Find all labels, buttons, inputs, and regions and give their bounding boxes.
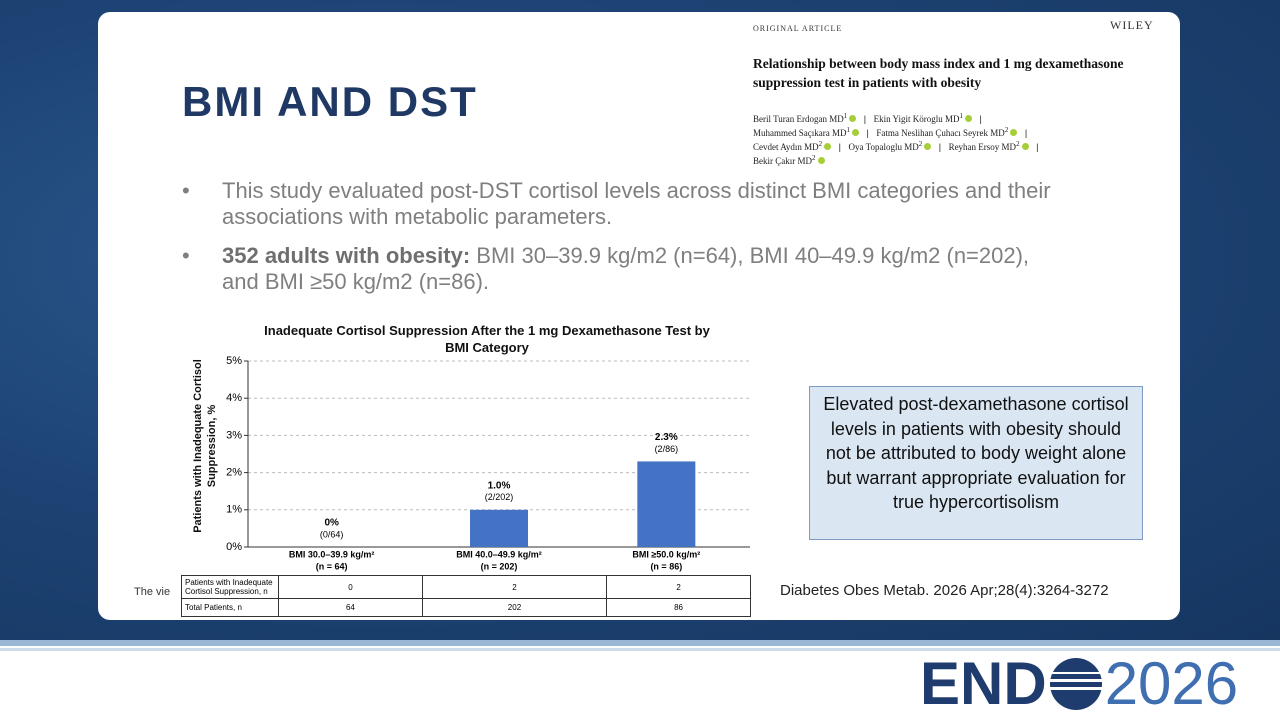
value-label: 1.0% (488, 480, 511, 491)
author: Reyhan Ersoy MD2 (948, 140, 1029, 152)
stripe (0, 648, 1280, 651)
paper-title: Relationship between body mass index and… (753, 56, 1124, 90)
author-name: Muhammed Saçıkara MD (753, 128, 847, 138)
paper-label: ORIGINAL ARTICLE (753, 24, 843, 33)
table-cell: Patients with Inadequate Cortisol Suppre… (181, 575, 279, 599)
y-tick-label: 3% (226, 429, 242, 441)
orcid-icon (1010, 129, 1018, 136)
separator: | (1028, 142, 1046, 152)
author: Bekir Çakır MD2 (753, 154, 825, 166)
table-cell: 2 (421, 575, 608, 599)
bullet-text: This study evaluated post-DST cortisol l… (222, 178, 1051, 229)
table-cell: 2 (606, 575, 751, 599)
citation: Diabetes Obes Metab. 2026 Apr;28(4):3264… (780, 582, 1109, 599)
author-name: Oya Topaloglu MD (848, 142, 919, 152)
author-affiliation: 1 (843, 112, 848, 120)
table-cell: 202 (421, 598, 608, 617)
bar (637, 461, 696, 547)
separator: | (931, 142, 949, 152)
y-tick-label: 4% (226, 392, 242, 404)
table-row: Total Patients, n 64 202 86 (181, 598, 751, 617)
bullet: • 352 adults with obesity: BMI 30–39.9 kg… (182, 243, 1030, 294)
separator: | (858, 128, 877, 138)
y-tick-label: 5% (226, 355, 242, 367)
author-affiliation: 1 (959, 112, 964, 120)
footnote: The vie (134, 586, 171, 598)
author-line: Bekir Çakır MD2 (753, 151, 825, 169)
bullet-text: BMI 30–39.9 kg/m2 (n=64), BMI 40–49.9 kg… (222, 243, 1030, 294)
value-note: (0/64) (320, 529, 344, 539)
author-affiliation: 2 (918, 140, 923, 148)
x-tick-note: (n = 86) (650, 561, 682, 571)
logo: END 2026 (920, 652, 1238, 716)
author-line: Beril Turan Erdogan MD1 | Ekin Yigit Kör… (753, 109, 989, 127)
chart-title: Inadequate Cortisol Suppression After th… (264, 323, 710, 355)
author: Ekin Yigit Köroglu MD1 (873, 112, 973, 124)
author: Muhammed Saçıkara MD1 (753, 126, 859, 138)
x-tick-label: BMI ≥50.0 kg/m² (632, 549, 700, 559)
separator: | (972, 114, 990, 124)
table-row: Patients with Inadequate Cortisol Suppre… (181, 575, 751, 599)
author-line: Muhammed Saçıkara MD1 | Fatma Neslihan Ç… (753, 123, 1035, 141)
y-tick-label: 2% (226, 467, 242, 479)
author-affiliation: 1 (846, 126, 850, 134)
table-cell: 86 (606, 598, 751, 617)
x-tick-label: BMI 40.0–49.9 kg/m² (456, 549, 542, 559)
orcid-icon (965, 115, 973, 122)
bullet: • This study evaluated post-DST cortisol … (182, 178, 1062, 230)
author-line: Cevdet Aydın MD2 | Oya Topaloglu MD2 | R… (753, 137, 1046, 155)
value-label: 0% (324, 518, 339, 529)
bullet-bold: 352 adults with obesity: (222, 243, 471, 268)
separator: | (1017, 128, 1035, 138)
orcid-icon (817, 157, 825, 164)
y-tick-label: 1% (226, 504, 242, 516)
author-name: Cevdet Aydın MD (753, 142, 819, 152)
orcid-icon (849, 115, 857, 122)
orcid-icon (924, 143, 932, 150)
author: Fatma Neslihan Çuhacı Seyrek MD2 (876, 126, 1018, 138)
x-tick-label: BMI 30.0–39.9 kg/m² (289, 549, 375, 559)
author-affiliation: 2 (1004, 126, 1009, 134)
table-cell: 0 (278, 575, 423, 599)
author: Cevdet Aydın MD2 (753, 140, 832, 152)
stripe (0, 640, 1280, 646)
table-cell: Total Patients, n (181, 598, 279, 617)
y-axis-label: Patients with Inadequate Cortisol Suppre… (192, 359, 218, 533)
callout: Elevated post-dexamethasone cortisol lev… (809, 386, 1143, 540)
orcid-icon (824, 143, 832, 150)
author-name: Ekin Yigit Köroglu MD (873, 114, 960, 124)
author-name: Bekir Çakır MD (753, 156, 812, 166)
author: Beril Turan Erdogan MD1 (753, 112, 857, 124)
value-note: (2/202) (485, 492, 514, 502)
author: Oya Topaloglu MD2 (848, 140, 932, 152)
author-name: Reyhan Ersoy MD (948, 142, 1017, 152)
x-tick-note: (n = 64) (316, 561, 348, 571)
table-cell: 64 (278, 598, 423, 617)
author-name: Fatma Neslihan Çuhacı Seyrek MD (876, 128, 1005, 138)
slide-title: BMI AND DST (182, 78, 478, 125)
value-label: 2.3% (655, 432, 678, 443)
author-name: Beril Turan Erdogan MD (753, 114, 844, 124)
y-tick-label: 0% (226, 541, 242, 553)
logo-globe (1046, 658, 1105, 710)
logo-text: 2026 (1104, 650, 1239, 717)
orcid-icon (851, 129, 859, 136)
separator: | (831, 142, 849, 152)
separator: | (856, 114, 874, 124)
value-note: (2/86) (655, 444, 679, 454)
author-affiliation: 2 (1016, 140, 1020, 148)
publisher: WILEY (1110, 18, 1154, 32)
counts-table: Patients with Inadequate Cortisol Suppre… (181, 575, 751, 617)
author-affiliation: 2 (818, 140, 823, 148)
author-affiliation: 2 (812, 154, 816, 162)
x-tick-note: (n = 202) (481, 561, 518, 571)
logo-text: END (920, 650, 1047, 717)
bar (470, 509, 528, 547)
orcid-icon (1021, 143, 1029, 150)
